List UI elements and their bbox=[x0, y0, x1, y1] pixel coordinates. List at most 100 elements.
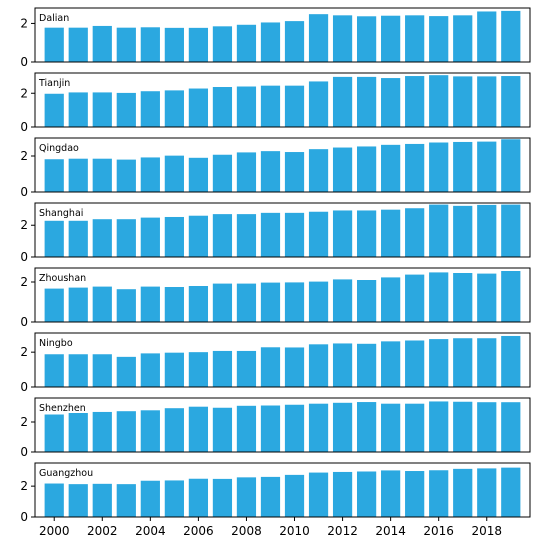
bar-guangzhou-2004 bbox=[140, 480, 160, 517]
bar-guangzhou-2006 bbox=[188, 478, 209, 517]
bar-qingdao-2014 bbox=[381, 144, 401, 192]
panel-frame bbox=[34, 267, 531, 323]
bar-dalian-2008 bbox=[236, 24, 257, 63]
bar-guangzhou-2009 bbox=[260, 476, 281, 517]
bar-tianjin-2017 bbox=[453, 76, 473, 128]
panel-frame bbox=[34, 462, 531, 518]
bar-dalian-2005 bbox=[164, 27, 184, 62]
panel-guangzhou: 0 2 Guangzhou bbox=[20, 462, 531, 524]
bar-qingdao-2016 bbox=[429, 142, 449, 192]
bar-shanghai-2004 bbox=[140, 217, 160, 257]
bar-shenzhen-2015 bbox=[405, 403, 425, 452]
bar-zhoushan-2005 bbox=[164, 287, 184, 322]
bar-guangzhou-2017 bbox=[453, 468, 473, 517]
y-tick-label: 2 bbox=[20, 415, 28, 429]
x-tick-label: 2016 bbox=[423, 524, 454, 538]
x-tick-label: 2012 bbox=[327, 524, 358, 538]
bar-tianjin-2010 bbox=[284, 85, 305, 127]
bar-dalian-2004 bbox=[140, 27, 160, 62]
bar-shenzhen-2013 bbox=[356, 402, 377, 452]
bar-zhoushan-2017 bbox=[453, 273, 473, 322]
bar-tianjin-2004 bbox=[140, 91, 160, 127]
bar-qingdao-2003 bbox=[116, 159, 136, 192]
bar-qingdao-2015 bbox=[405, 143, 425, 192]
bar-qingdao-2005 bbox=[164, 155, 184, 192]
bar-shanghai-2015 bbox=[405, 208, 425, 257]
bar-qingdao-2006 bbox=[188, 157, 209, 192]
bar-shanghai-2011 bbox=[308, 211, 329, 257]
bar-tianjin-2012 bbox=[332, 76, 353, 127]
bar-shanghai-2019 bbox=[501, 204, 521, 257]
bar-shanghai-2013 bbox=[356, 210, 377, 257]
bar-qingdao-2007 bbox=[212, 154, 233, 192]
bar-tianjin-2018 bbox=[477, 76, 497, 128]
panel-title: Dalian bbox=[39, 13, 69, 24]
bar-shenzhen-2002 bbox=[92, 411, 112, 452]
bar-qingdao-2017 bbox=[453, 141, 473, 192]
bar-ningbo-2013 bbox=[356, 343, 377, 387]
bar-guangzhou-2008 bbox=[236, 477, 257, 517]
bar-shanghai-2005 bbox=[164, 216, 184, 257]
bar-ningbo-2006 bbox=[188, 352, 209, 387]
bar-tianjin-2013 bbox=[356, 76, 377, 127]
panel-title: Qingdao bbox=[39, 143, 79, 154]
panel-frame bbox=[34, 72, 531, 128]
bar-guangzhou-2002 bbox=[92, 483, 112, 517]
y-tick-label: 2 bbox=[20, 86, 28, 100]
bar-dalian-2007 bbox=[212, 26, 233, 62]
x-tick-label: 2010 bbox=[279, 524, 310, 538]
bar-ningbo-2001 bbox=[68, 354, 88, 387]
x-tick-label: 2000 bbox=[39, 524, 70, 538]
bar-guangzhou-2014 bbox=[381, 470, 401, 517]
bar-qingdao-2001 bbox=[68, 158, 88, 192]
bar-shanghai-2007 bbox=[212, 214, 233, 257]
bar-dalian-2009 bbox=[260, 22, 281, 62]
bar-shenzhen-2018 bbox=[477, 402, 497, 452]
bar-tianjin-2009 bbox=[260, 85, 281, 127]
bar-zhoushan-2004 bbox=[140, 286, 160, 322]
bar-qingdao-2002 bbox=[92, 158, 112, 192]
bar-zhoushan-2015 bbox=[405, 274, 425, 322]
bar-shenzhen-2003 bbox=[116, 411, 136, 452]
bar-guangzhou-2015 bbox=[405, 471, 425, 517]
bar-shenzhen-2009 bbox=[260, 405, 281, 452]
bar-zhoushan-2016 bbox=[429, 272, 449, 322]
bar-tianjin-2005 bbox=[164, 90, 184, 127]
bar-ningbo-2017 bbox=[453, 338, 473, 387]
bar-zhoushan-2003 bbox=[116, 289, 136, 322]
panel-title: Tianjin bbox=[38, 78, 70, 89]
x-tick-label: 2018 bbox=[471, 524, 502, 538]
panel-shenzhen: 0 2 Shenzhen bbox=[20, 397, 531, 459]
bar-ningbo-2000 bbox=[44, 354, 64, 387]
bar-tianjin-2019 bbox=[501, 76, 521, 127]
bar-zhoushan-2014 bbox=[381, 277, 401, 322]
bar-dalian-2012 bbox=[332, 15, 353, 62]
bar-shenzhen-2006 bbox=[188, 406, 209, 452]
bar-guangzhou-2011 bbox=[308, 472, 329, 517]
bar-shenzhen-2004 bbox=[140, 410, 160, 452]
bar-shenzhen-2005 bbox=[164, 408, 184, 452]
x-tick-label: 2006 bbox=[183, 524, 214, 538]
bar-qingdao-2000 bbox=[44, 159, 64, 192]
panel-dalian: 0 2 Dalian bbox=[20, 7, 531, 69]
bar-ningbo-2009 bbox=[260, 347, 281, 387]
panel-frame bbox=[34, 137, 531, 193]
bar-tianjin-2008 bbox=[236, 86, 257, 127]
bar-shenzhen-2008 bbox=[236, 405, 257, 452]
bar-dalian-2000 bbox=[44, 27, 64, 63]
bar-ningbo-2015 bbox=[405, 340, 425, 387]
bar-guangzhou-2003 bbox=[116, 484, 136, 517]
bar-zhoushan-2019 bbox=[501, 271, 521, 322]
y-tick-label: 0 bbox=[20, 250, 28, 264]
y-tick-label: 2 bbox=[20, 275, 28, 289]
bar-ningbo-2007 bbox=[212, 350, 233, 387]
bar-dalian-2001 bbox=[68, 27, 88, 63]
bar-shenzhen-2019 bbox=[501, 402, 521, 452]
bar-shenzhen-2017 bbox=[453, 401, 473, 452]
bar-ningbo-2014 bbox=[381, 341, 401, 387]
bar-zhoushan-2001 bbox=[68, 287, 88, 322]
bar-tianjin-2014 bbox=[381, 78, 401, 127]
bar-ningbo-2011 bbox=[308, 344, 329, 387]
bar-shanghai-2009 bbox=[260, 212, 281, 257]
